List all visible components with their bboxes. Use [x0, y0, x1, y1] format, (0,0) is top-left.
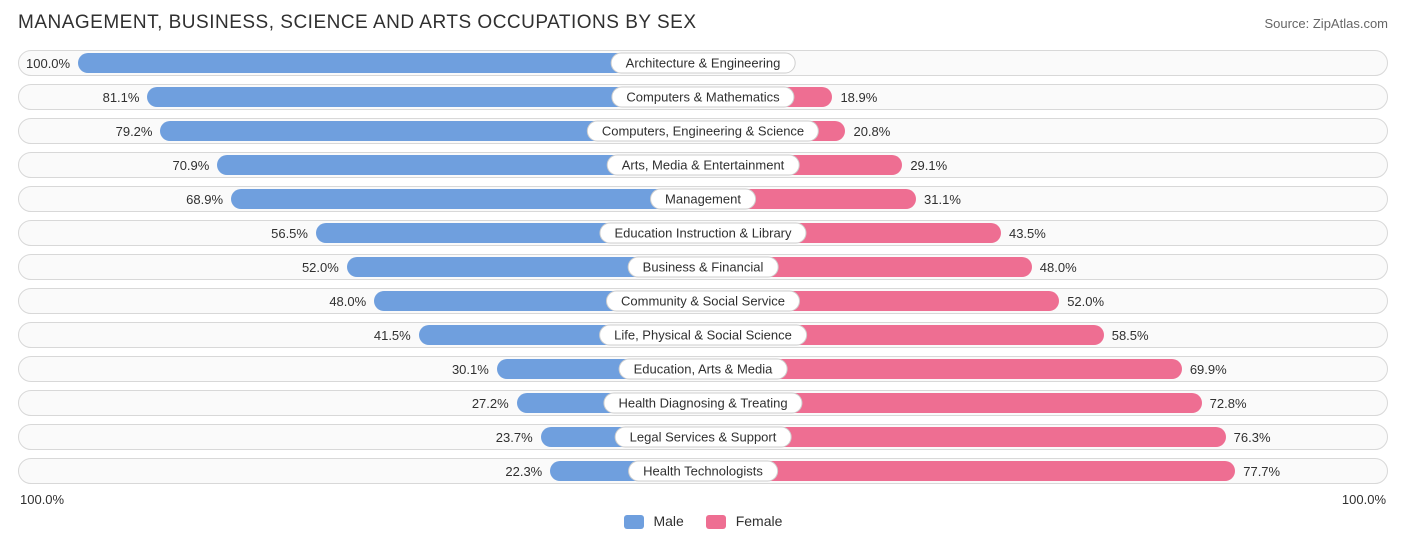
- chart-row: 68.9% 31.1% Management: [18, 186, 1388, 212]
- female-pct-label: 20.8%: [845, 124, 898, 139]
- category-label: Arts, Media & Entertainment: [607, 155, 800, 176]
- category-label: Life, Physical & Social Science: [599, 325, 807, 346]
- chart-row: 27.2% 72.8% Health Diagnosing & Treating: [18, 390, 1388, 416]
- category-label: Education, Arts & Media: [619, 359, 788, 380]
- legend-male: Male: [624, 513, 684, 529]
- chart-row: 23.7% 76.3% Legal Services & Support: [18, 424, 1388, 450]
- legend-female-label: Female: [736, 513, 783, 529]
- male-pct-label: 41.5%: [366, 328, 419, 343]
- male-bar: [78, 53, 703, 73]
- male-half: 68.9%: [18, 186, 703, 212]
- chart-title: MANAGEMENT, BUSINESS, SCIENCE AND ARTS O…: [18, 12, 697, 34]
- axis-labels: 100.0% 100.0%: [18, 492, 1388, 507]
- category-label: Community & Social Service: [606, 291, 800, 312]
- category-label: Computers & Mathematics: [611, 87, 794, 108]
- category-label: Management: [650, 189, 756, 210]
- legend-female: Female: [706, 513, 783, 529]
- chart-header: MANAGEMENT, BUSINESS, SCIENCE AND ARTS O…: [18, 12, 1388, 34]
- category-label: Legal Services & Support: [615, 427, 792, 448]
- chart-row: 70.9% 29.1% Arts, Media & Entertainment: [18, 152, 1388, 178]
- chart-row: 41.5% 58.5% Life, Physical & Social Scienc…: [18, 322, 1388, 348]
- female-half: 72.8%: [703, 390, 1388, 416]
- male-pct-label: 68.9%: [178, 192, 231, 207]
- male-pct-label: 52.0%: [294, 260, 347, 275]
- chart-row: 56.5% 43.5% Education Instruction & Librar…: [18, 220, 1388, 246]
- legend: Male Female: [18, 513, 1388, 529]
- male-half: 30.1%: [18, 356, 703, 382]
- male-half: 27.2%: [18, 390, 703, 416]
- female-half: 48.0%: [703, 254, 1388, 280]
- female-pct-label: 52.0%: [1059, 294, 1112, 309]
- chart-row: 22.3% 77.7% Health Technologists: [18, 458, 1388, 484]
- female-half: 52.0%: [703, 288, 1388, 314]
- male-half: 81.1%: [18, 84, 703, 110]
- male-pct-label: 81.1%: [95, 90, 148, 105]
- male-half: 23.7%: [18, 424, 703, 450]
- legend-male-swatch: [624, 515, 644, 529]
- axis-left-label: 100.0%: [20, 492, 64, 507]
- female-pct-label: 31.1%: [916, 192, 969, 207]
- chart-source: Source: ZipAtlas.com: [1264, 16, 1388, 31]
- category-label: Health Diagnosing & Treating: [603, 393, 802, 414]
- female-pct-label: 48.0%: [1032, 260, 1085, 275]
- female-bar: [703, 461, 1235, 481]
- male-half: 48.0%: [18, 288, 703, 314]
- male-bar: [231, 189, 703, 209]
- female-pct-label: 69.9%: [1182, 362, 1235, 377]
- female-pct-label: 76.3%: [1226, 430, 1279, 445]
- male-pct-label: 100.0%: [18, 56, 78, 71]
- male-half: 52.0%: [18, 254, 703, 280]
- category-label: Business & Financial: [628, 257, 779, 278]
- chart-area: 100.0% 0.0%Architecture & Engineering 81.1…: [18, 50, 1388, 484]
- chart-row: 52.0% 48.0% Business & Financial: [18, 254, 1388, 280]
- chart-row: 79.2% 20.8% Computers, Engineering & Scien…: [18, 118, 1388, 144]
- male-pct-label: 79.2%: [108, 124, 161, 139]
- male-pct-label: 30.1%: [444, 362, 497, 377]
- legend-male-label: Male: [653, 513, 683, 529]
- chart-row: 100.0% 0.0%Architecture & Engineering: [18, 50, 1388, 76]
- male-pct-label: 23.7%: [488, 430, 541, 445]
- category-label: Computers, Engineering & Science: [587, 121, 819, 142]
- male-half: 100.0%: [18, 50, 703, 76]
- male-pct-label: 22.3%: [497, 464, 550, 479]
- male-half: 70.9%: [18, 152, 703, 178]
- female-pct-label: 18.9%: [832, 90, 885, 105]
- category-label: Education Instruction & Library: [599, 223, 806, 244]
- female-half: 69.9%: [703, 356, 1388, 382]
- female-pct-label: 58.5%: [1104, 328, 1157, 343]
- chart-row: 81.1% 18.9% Computers & Mathematics: [18, 84, 1388, 110]
- male-pct-label: 48.0%: [321, 294, 374, 309]
- chart-row: 48.0% 52.0% Community & Social Service: [18, 288, 1388, 314]
- male-half: 22.3%: [18, 458, 703, 484]
- category-label: Health Technologists: [628, 461, 778, 482]
- female-half: 0.0%: [703, 50, 1388, 76]
- female-half: 18.9%: [703, 84, 1388, 110]
- legend-female-swatch: [706, 515, 726, 529]
- female-half: 31.1%: [703, 186, 1388, 212]
- female-half: 76.3%: [703, 424, 1388, 450]
- male-pct-label: 27.2%: [464, 396, 517, 411]
- female-half: 29.1%: [703, 152, 1388, 178]
- male-pct-label: 56.5%: [263, 226, 316, 241]
- female-pct-label: 77.7%: [1235, 464, 1288, 479]
- category-label: Architecture & Engineering: [611, 53, 796, 74]
- female-pct-label: 43.5%: [1001, 226, 1054, 241]
- chart-row: 30.1% 69.9% Education, Arts & Media: [18, 356, 1388, 382]
- axis-right-label: 100.0%: [1342, 492, 1386, 507]
- female-half: 77.7%: [703, 458, 1388, 484]
- female-pct-label: 29.1%: [902, 158, 955, 173]
- female-pct-label: 72.8%: [1202, 396, 1255, 411]
- male-pct-label: 70.9%: [164, 158, 217, 173]
